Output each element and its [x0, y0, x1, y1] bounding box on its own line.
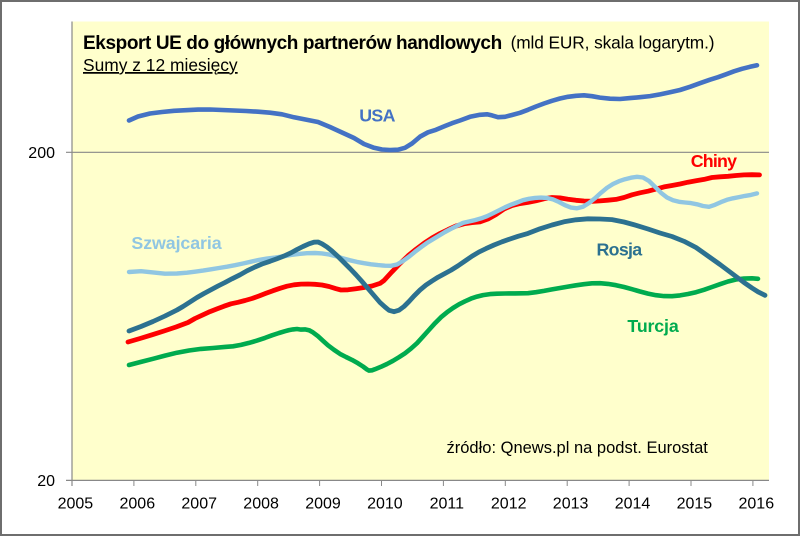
svg-text:2015: 2015	[677, 496, 713, 513]
svg-text:Chiny: Chiny	[691, 151, 737, 171]
svg-text:2012: 2012	[491, 496, 527, 513]
svg-text:2008: 2008	[243, 496, 279, 513]
svg-text:Turcja: Turcja	[627, 316, 678, 336]
svg-text:20: 20	[37, 473, 55, 490]
svg-text:2007: 2007	[181, 496, 217, 513]
svg-text:2010: 2010	[367, 496, 403, 513]
svg-text:2005: 2005	[58, 496, 94, 513]
svg-text:Sumy z 12 miesięcy: Sumy z 12 miesięcy	[83, 55, 238, 75]
svg-text:2006: 2006	[120, 496, 156, 513]
svg-text:2013: 2013	[553, 496, 589, 513]
svg-text:2014: 2014	[615, 496, 651, 513]
svg-text:źródło: Qnews.pl na podst. Eur: źródło: Qnews.pl na podst. Eurostat	[447, 439, 709, 457]
svg-text:Rosja: Rosja	[597, 240, 643, 260]
svg-text:USA: USA	[359, 105, 395, 125]
svg-text:2009: 2009	[305, 496, 341, 513]
svg-text:Szwajcaria: Szwajcaria	[131, 233, 221, 253]
svg-text:2016: 2016	[739, 496, 775, 513]
svg-text:Eksport UE do głównych partner: Eksport UE do głównych partnerów handlow…	[83, 33, 502, 54]
svg-text:(mld EUR, skala logarytm.): (mld EUR, skala logarytm.)	[511, 33, 715, 53]
svg-text:200: 200	[28, 145, 55, 162]
svg-text:2011: 2011	[430, 496, 465, 513]
